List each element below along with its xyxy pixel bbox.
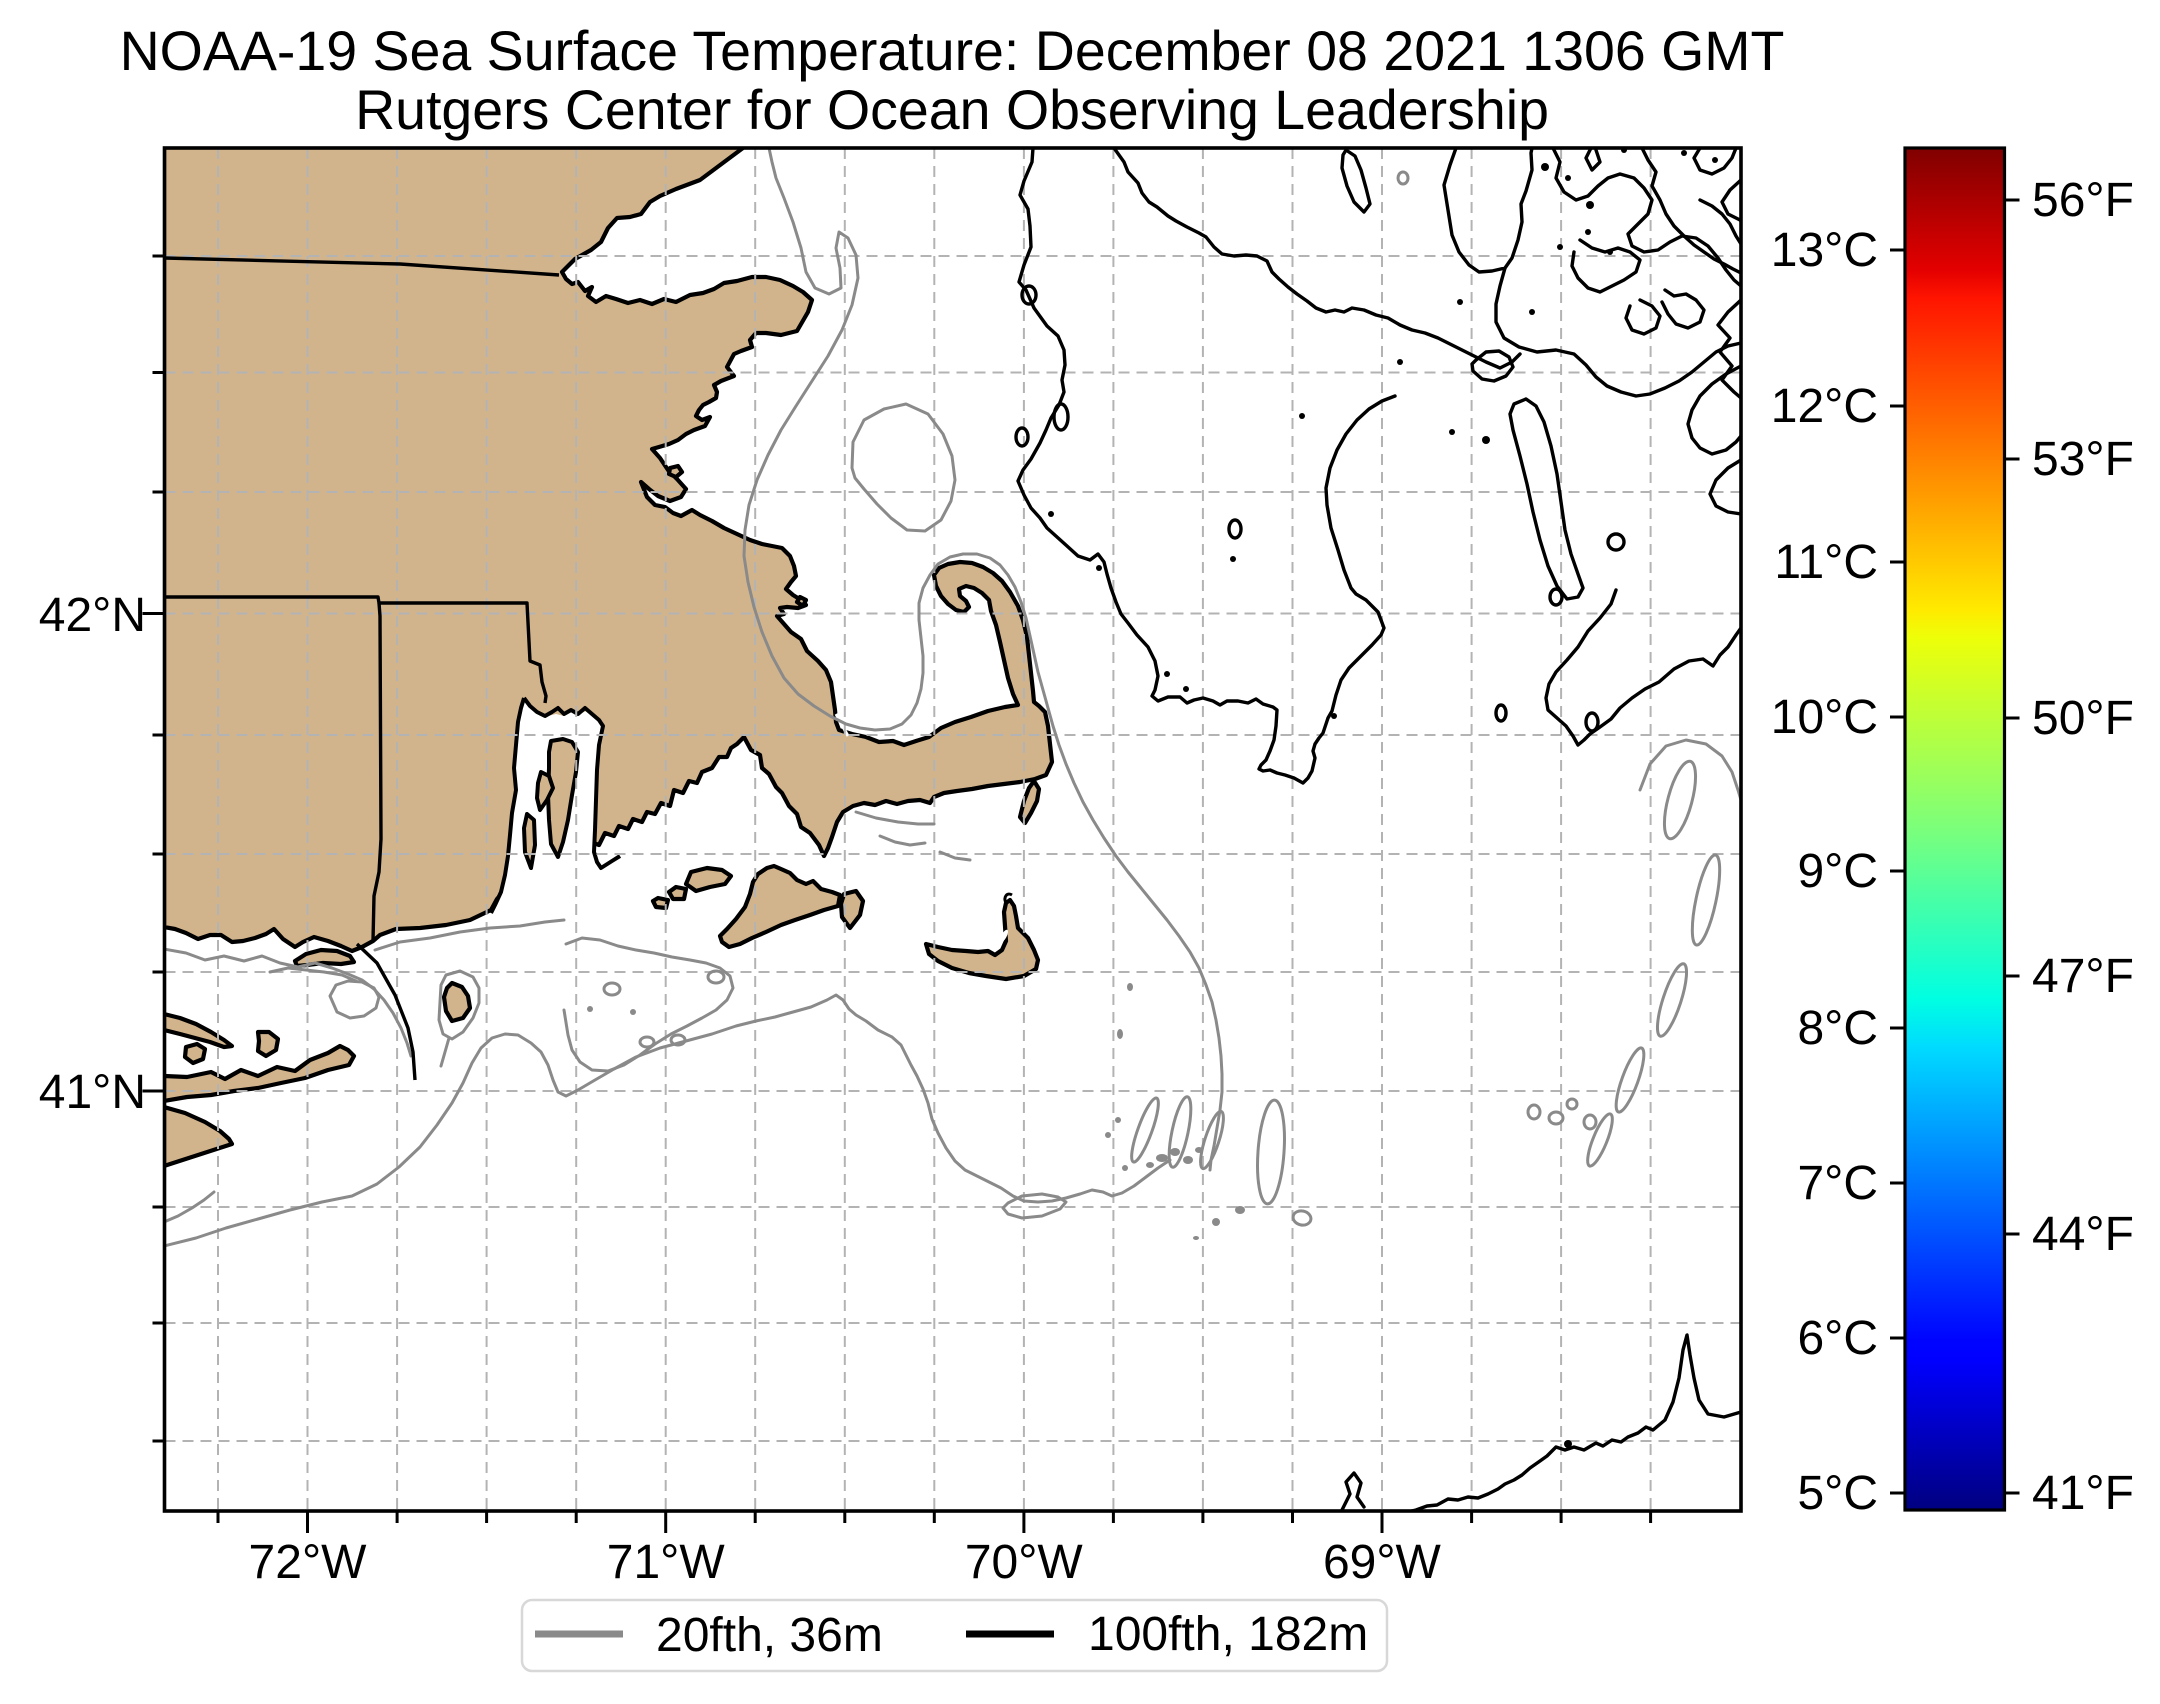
svg-text:72°W: 72°W <box>249 1536 368 1589</box>
svg-text:13°C: 13°C <box>1771 224 1878 277</box>
svg-text:70°W: 70°W <box>965 1536 1084 1589</box>
svg-text:12°C: 12°C <box>1771 380 1878 433</box>
svg-text:69°W: 69°W <box>1323 1536 1442 1589</box>
svg-text:11°C: 11°C <box>1774 536 1878 589</box>
svg-text:7°C: 7°C <box>1797 1157 1878 1210</box>
svg-text:41°N: 41°N <box>39 1066 146 1119</box>
svg-text:53°F: 53°F <box>2032 433 2134 486</box>
svg-text:9°C: 9°C <box>1797 845 1878 898</box>
svg-text:6°C: 6°C <box>1797 1312 1878 1365</box>
svg-text:Rutgers Center for Ocean Obser: Rutgers Center for Ocean Observing Leade… <box>355 79 1549 141</box>
svg-text:50°F: 50°F <box>2032 692 2134 745</box>
svg-text:71°W: 71°W <box>607 1536 726 1589</box>
svg-text:20fth, 36m: 20fth, 36m <box>656 1609 883 1662</box>
svg-text:100fth, 182m: 100fth, 182m <box>1088 1608 1368 1661</box>
svg-text:56°F: 56°F <box>2032 174 2134 227</box>
svg-text:5°C: 5°C <box>1797 1467 1878 1520</box>
svg-text:41°F: 41°F <box>2032 1467 2134 1520</box>
svg-text:NOAA-19 Sea Surface Temperatur: NOAA-19 Sea Surface Temperature: Decembe… <box>120 20 1785 82</box>
svg-text:8°C: 8°C <box>1797 1002 1878 1055</box>
svg-text:42°N: 42°N <box>39 589 146 642</box>
svg-text:44°F: 44°F <box>2032 1208 2134 1261</box>
svg-text:47°F: 47°F <box>2032 950 2134 1003</box>
svg-text:10°C: 10°C <box>1771 691 1878 744</box>
